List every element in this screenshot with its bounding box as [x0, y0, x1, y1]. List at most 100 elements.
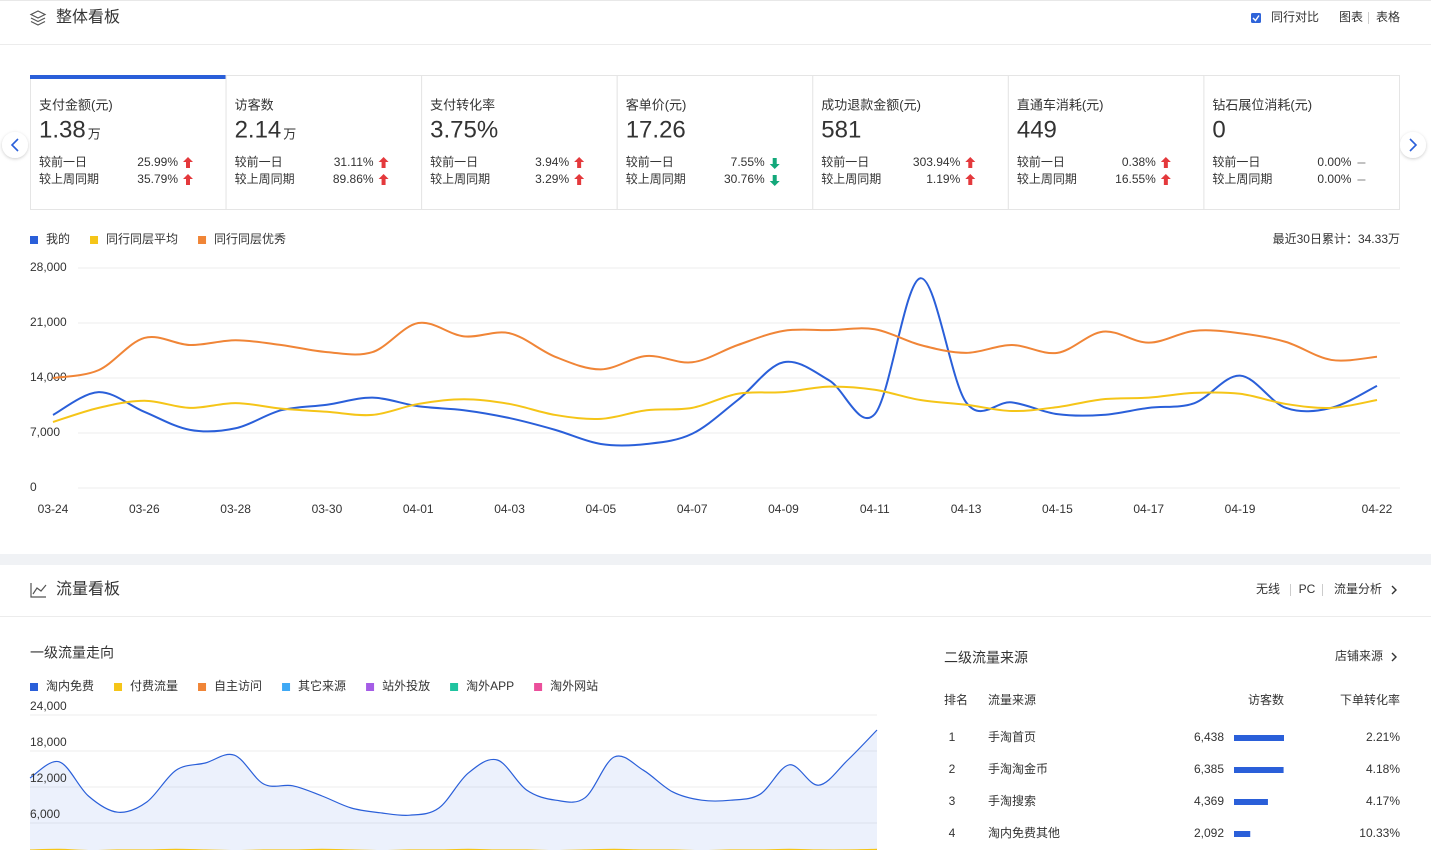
chevron[interactable]: [10, 138, 19, 152]
metric-title[interactable]: 直通车消耗(元): [1017, 97, 1104, 112]
checkbox-label[interactable]: 同行对比: [1271, 10, 1319, 24]
trend-arrow[interactable]: [378, 174, 389, 185]
legend-label[interactable]: 站外投放: [382, 678, 430, 693]
prev-button[interactable]: [2, 132, 28, 158]
compare-value[interactable]: 89.86%: [333, 172, 374, 186]
trend-arrow[interactable]: [1160, 174, 1171, 185]
trend-arrow[interactable]: [183, 174, 193, 185]
legend-swatch[interactable]: [282, 683, 291, 691]
checkbox[interactable]: [1251, 13, 1261, 23]
card-border[interactable]: [812, 75, 1009, 210]
metric-title[interactable]: 访客数: [235, 97, 274, 112]
traffic-analysis-link[interactable]: 流量分析: [1334, 582, 1382, 596]
card-selected-bar[interactable]: [30, 75, 226, 79]
metric-value[interactable]: 2.14: [235, 116, 282, 143]
trend-arrow[interactable]: [574, 157, 585, 168]
card-border[interactable]: [616, 75, 814, 210]
compare-label[interactable]: 较上周同期: [39, 171, 99, 186]
legend-swatch[interactable]: [114, 683, 123, 691]
compare-label[interactable]: 较前一日: [39, 154, 87, 169]
compare-value[interactable]: 31.11%: [334, 155, 374, 169]
compare-label[interactable]: 较上周同期: [430, 171, 490, 186]
trend-arrow[interactable]: [574, 174, 585, 185]
legend-swatch[interactable]: [450, 683, 459, 691]
legend-label[interactable]: 淘外网站: [550, 679, 598, 693]
compare-value[interactable]: 3.29%: [535, 172, 569, 186]
metric-title[interactable]: 支付转化率: [430, 97, 495, 112]
platform-tab[interactable]: 无线: [1256, 582, 1280, 596]
legend-label[interactable]: 同行同层平均: [106, 232, 178, 246]
compare-value[interactable]: 16.55%: [1115, 172, 1156, 186]
legend-swatch[interactable]: [90, 236, 99, 244]
chevron[interactable]: [1391, 652, 1397, 662]
trend-arrow[interactable]: [1160, 157, 1171, 168]
chevron[interactable]: [1391, 585, 1397, 595]
legend-label[interactable]: 自主访问: [214, 679, 262, 693]
card-border[interactable]: [1007, 75, 1205, 210]
legend-swatch[interactable]: [30, 683, 38, 691]
chevron[interactable]: [1409, 138, 1418, 152]
compare-value[interactable]: 0.00%: [1317, 155, 1351, 169]
compare-value[interactable]: 7.55%: [731, 155, 765, 169]
legend-swatch[interactable]: [30, 236, 38, 244]
legend-swatch[interactable]: [198, 683, 207, 691]
legend-label[interactable]: 淘外APP: [466, 679, 514, 693]
view-tab[interactable]: 图表: [1339, 10, 1363, 24]
metric-title[interactable]: 钻石展位消耗(元): [1212, 97, 1312, 112]
legend-label[interactable]: 淘内免费: [46, 678, 94, 693]
compare-label[interactable]: 较前一日: [626, 154, 674, 169]
legend-label[interactable]: 其它来源: [298, 678, 346, 693]
trend-arrow[interactable]: [769, 175, 780, 186]
trend-arrow[interactable]: [378, 157, 389, 168]
platform-tab[interactable]: PC: [1299, 582, 1316, 596]
compare-label[interactable]: 较前一日: [1017, 154, 1065, 169]
metric-value[interactable]: 449: [1017, 116, 1057, 143]
compare-value[interactable]: 0.00%: [1317, 172, 1351, 186]
legend-swatch[interactable]: [198, 236, 207, 244]
trend-arrow[interactable]: [769, 158, 780, 169]
legend-label[interactable]: 同行同层优秀: [214, 232, 286, 246]
metric-value[interactable]: 17.26: [626, 116, 686, 143]
trend-arrow[interactable]: [183, 157, 193, 168]
button-bg[interactable]: [1400, 132, 1426, 158]
compare-value[interactable]: 303.94%: [913, 155, 961, 169]
metric-unit[interactable]: 万: [283, 126, 296, 141]
metric-title[interactable]: 客单价(元): [626, 97, 687, 112]
compare-label[interactable]: 较前一日: [1212, 154, 1260, 169]
metric-value[interactable]: 3.75%: [430, 116, 498, 143]
compare-label[interactable]: 较上周同期: [626, 171, 686, 186]
compare-label[interactable]: 较上周同期: [1017, 171, 1077, 186]
view-tab[interactable]: 表格: [1376, 9, 1400, 24]
legend-label[interactable]: 我的: [46, 231, 70, 246]
compare-label[interactable]: 较前一日: [235, 154, 283, 169]
legend-swatch[interactable]: [534, 683, 543, 691]
checkmark[interactable]: [1252, 15, 1260, 22]
metric-value[interactable]: 1.38: [39, 116, 86, 143]
compare-value[interactable]: 25.99%: [137, 155, 178, 169]
compare-value[interactable]: 3.94%: [535, 155, 569, 169]
shop-source-link[interactable]: 店铺来源: [1335, 649, 1383, 663]
metric-title[interactable]: 成功退款金额(元): [821, 97, 921, 112]
compare-value[interactable]: 30.76%: [724, 172, 765, 186]
metric-card[interactable]: 支付转化率 3.75% 较前一日 3.94% 较上周同期 3.29%: [421, 75, 618, 210]
metric-value[interactable]: 0: [1212, 116, 1225, 143]
compare-label[interactable]: 较上周同期: [821, 171, 881, 186]
compare-value[interactable]: 1.19%: [926, 172, 960, 186]
compare-label[interactable]: 较前一日: [430, 154, 478, 169]
legend-label[interactable]: 付费流量: [130, 679, 178, 693]
compare-value[interactable]: 0.38%: [1122, 155, 1156, 169]
metric-card[interactable]: 钻石展位消耗(元) 0 较前一日 0.00% 较上周同期 0.00%: [1203, 75, 1401, 210]
metric-card[interactable]: 成功退款金额(元) 581 较前一日 303.94% 较上周同期 1.19%: [812, 75, 1009, 210]
metric-unit[interactable]: 万: [88, 126, 101, 141]
compare-value[interactable]: 35.79%: [137, 172, 178, 186]
next-button[interactable]: [1400, 132, 1426, 158]
button-bg[interactable]: [2, 132, 28, 158]
metric-card[interactable]: 客单价(元) 17.26 较前一日 7.55% 较上周同期 30.76%: [616, 75, 814, 210]
trend-arrow[interactable]: [965, 157, 976, 168]
compare-label[interactable]: 较前一日: [821, 154, 869, 169]
metric-title[interactable]: 支付金额(元): [39, 97, 113, 112]
card-border[interactable]: [1203, 75, 1401, 210]
compare-label[interactable]: 较上周同期: [1212, 171, 1272, 186]
